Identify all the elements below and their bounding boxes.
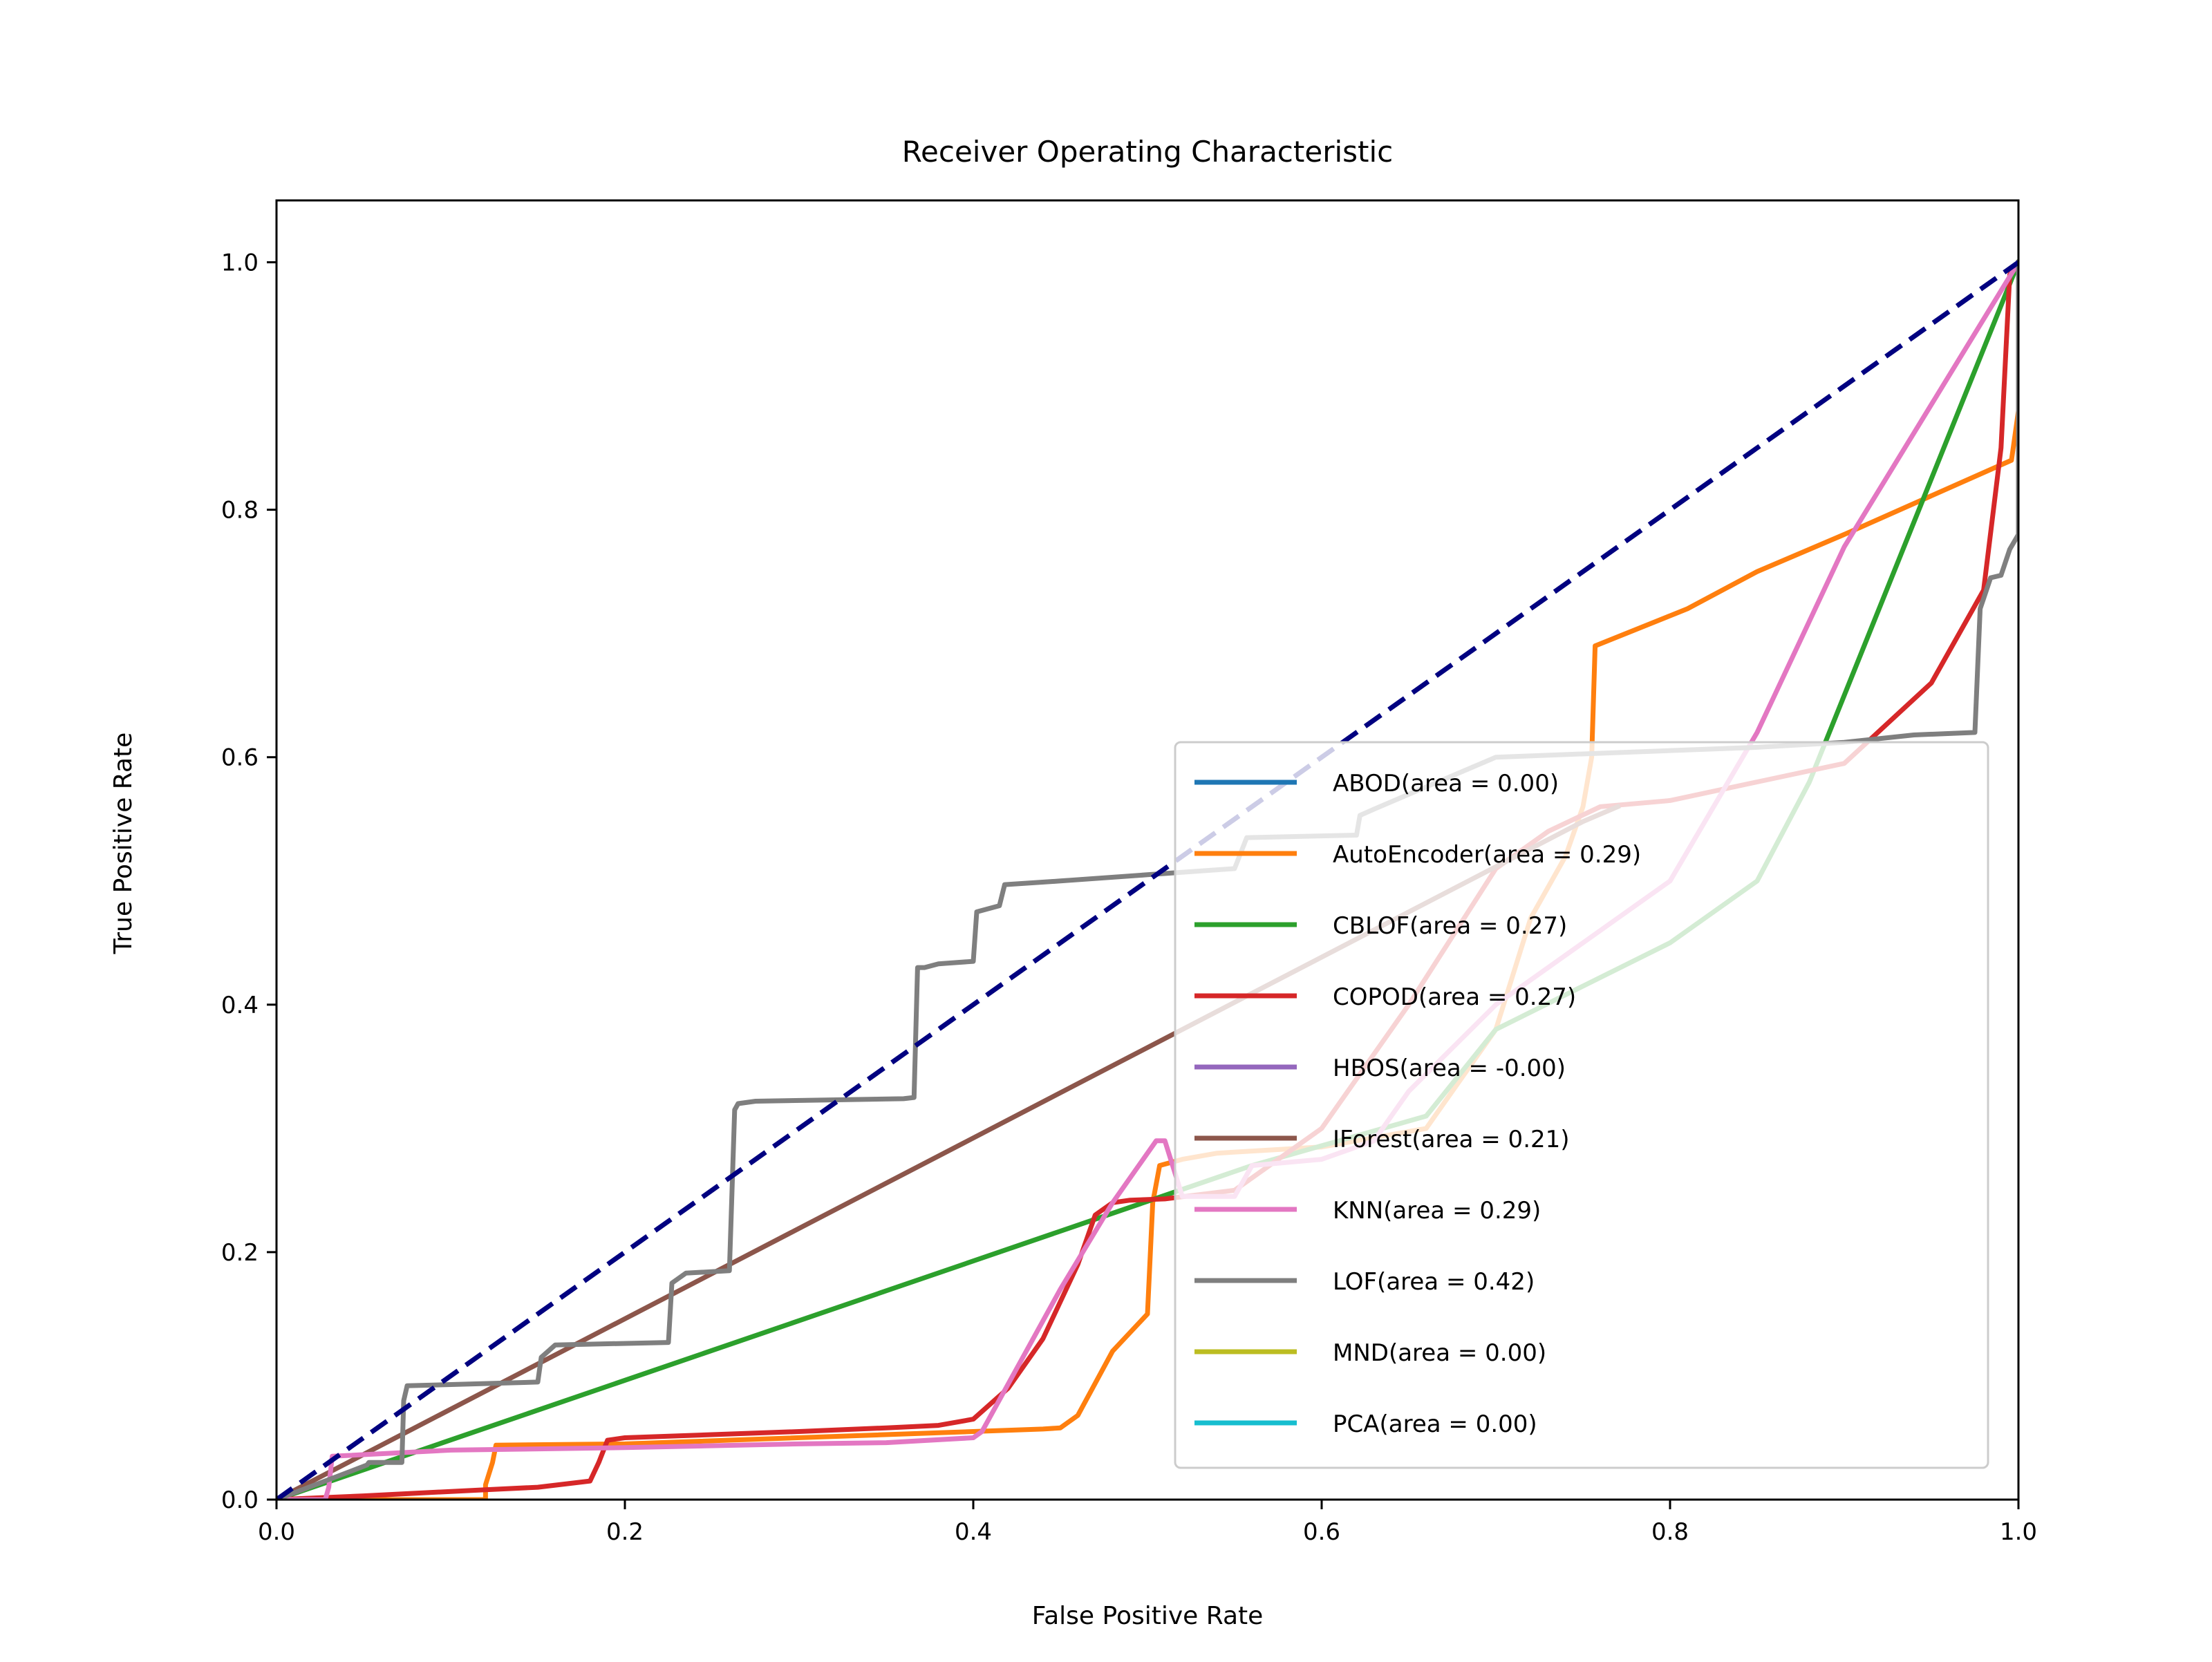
legend-entry-label: KNN(area = 0.29) (1333, 1197, 1541, 1225)
x-tick-label: 0.8 (1651, 1518, 1689, 1546)
y-tick-label: 1.0 (221, 249, 259, 277)
x-tick-label: 0.6 (1303, 1518, 1340, 1546)
x-tick-label: 0.0 (258, 1518, 295, 1546)
legend-entry-label: COPOD(area = 0.27) (1333, 983, 1576, 1011)
y-tick-label: 0.6 (221, 744, 259, 772)
x-tick-label: 0.4 (955, 1518, 992, 1546)
legend-entry-label: CBLOF(area = 0.27) (1333, 912, 1567, 940)
legend-entry-label: PCA(area = 0.00) (1333, 1410, 1537, 1438)
y-axis-label: True Positive Rate (109, 733, 138, 955)
legend-entry-label: LOF(area = 0.42) (1333, 1268, 1535, 1296)
x-axis-label: False Positive Rate (1032, 1602, 1264, 1630)
y-tick-label: 0.8 (221, 497, 259, 525)
legend: ABOD(area = 0.00) AutoEncoder(area = 0.29… (1174, 741, 1989, 1469)
legend-entry-label: MND(area = 0.00) (1333, 1339, 1546, 1367)
y-tick-label: 0.0 (221, 1486, 259, 1514)
axes-frame (275, 199, 2020, 1501)
legend-entry-label: HBOS(area = -0.00) (1333, 1055, 1566, 1082)
y-tick-label: 0.2 (221, 1239, 259, 1267)
reference-diagonal-line (276, 260, 2018, 1500)
y-tick-label: 0.4 (221, 992, 259, 1019)
legend-entry-label: ABOD(area = 0.00) (1333, 770, 1559, 797)
x-tick-label: 0.2 (606, 1518, 644, 1546)
legend-entry-label: AutoEncoder(area = 0.29) (1333, 841, 1641, 869)
legend-entry-label: IForest(area = 0.21) (1333, 1126, 1570, 1153)
x-tick-label: 1.0 (2000, 1518, 2037, 1546)
chart-title: Receiver Operating Characteristic (902, 135, 1394, 169)
series-line-lof (276, 260, 2018, 1500)
legend-box (1174, 741, 1989, 1469)
